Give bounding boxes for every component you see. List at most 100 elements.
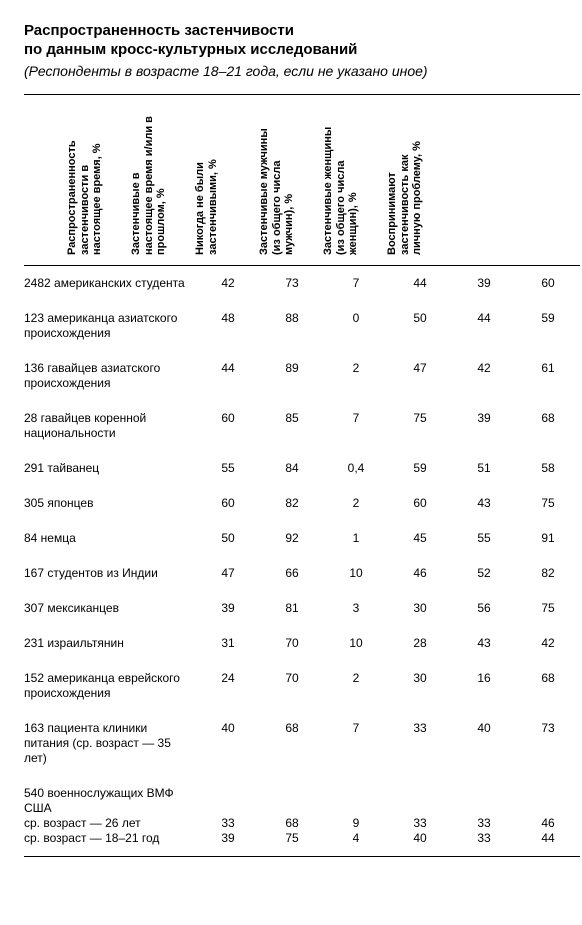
cell: 48 [196,301,260,351]
header-row: Распространенность застенчивости в насто… [24,94,580,265]
cell: 10 [324,626,388,661]
cell: 75 [260,831,324,857]
cell: 7 [324,401,388,451]
cell: 84 [260,451,324,486]
cell: 60 [388,486,452,521]
col-header-5: Воспринимают застенчивость как личную пр… [516,94,580,265]
row-label: 305 японцев [24,486,196,521]
table-row: 136 гавайцев азиатского происхождения 44… [24,351,580,401]
cell: 10 [324,556,388,591]
cell: 55 [452,521,516,556]
cell: 56 [452,591,516,626]
row-label: ср. возраст — 26 лет [24,816,196,831]
cell: 3 [324,591,388,626]
cell: 68 [260,711,324,776]
cell: 70 [260,626,324,661]
cell: 92 [260,521,324,556]
cell: 85 [260,401,324,451]
cell: 58 [516,451,580,486]
cell: 33 [388,711,452,776]
data-table: Распространенность застенчивости в насто… [24,94,580,857]
cell [260,776,324,816]
table-row: 231 израильтянин 31 70 10 28 43 42 [24,626,580,661]
cell: 42 [452,351,516,401]
cell: 75 [516,486,580,521]
table-row: 123 американца азиатского происхождения … [24,301,580,351]
cell: 43 [452,626,516,661]
cell: 40 [452,711,516,776]
row-label: 136 гавайцев азиатского происхождения [24,351,196,401]
row-label: 163 пациента клиники питания (ср. возрас… [24,711,196,776]
table-body: 2482 американских студента 42 73 7 44 39… [24,265,580,856]
cell: 0,4 [324,451,388,486]
cell: 1 [324,521,388,556]
row-label: ср. возраст — 18–21 год [24,831,196,857]
subtitle: (Респонденты в возрасте 18–21 года, если… [24,62,558,80]
cell: 61 [516,351,580,401]
cell: 68 [516,661,580,711]
cell: 52 [452,556,516,591]
cell: 46 [388,556,452,591]
row-label: 167 студентов из Индии [24,556,196,591]
cell: 81 [260,591,324,626]
table-row: 84 немца 50 92 1 45 55 91 [24,521,580,556]
cell: 66 [260,556,324,591]
table-row: 291 тайванец 55 84 0,4 59 51 58 [24,451,580,486]
cell: 46 [516,816,580,831]
cell: 7 [324,265,388,301]
cell: 2 [324,351,388,401]
cell: 89 [260,351,324,401]
cell: 50 [196,521,260,556]
page: Распространенность застенчивости по данн… [0,0,582,925]
cell: 2 [324,486,388,521]
cell: 24 [196,661,260,711]
cell: 82 [516,556,580,591]
cell: 40 [196,711,260,776]
cell: 44 [516,831,580,857]
cell: 30 [388,591,452,626]
cell [516,776,580,816]
cell: 42 [196,265,260,301]
cell: 33 [196,816,260,831]
cell: 68 [516,401,580,451]
cell: 68 [260,816,324,831]
row-label: 540 военнослужащих ВМФ США [24,776,196,816]
cell: 47 [196,556,260,591]
title-line-1: Распространенность застенчивости [24,22,558,41]
col-header-5-label: Воспринимают застенчивость как личную пр… [386,115,536,255]
cell: 47 [388,351,452,401]
table-row: 305 японцев 60 82 2 60 43 75 [24,486,580,521]
cell: 59 [516,301,580,351]
cell: 4 [324,831,388,857]
row-label: 152 американца еврейского происхождения [24,661,196,711]
cell: 9 [324,816,388,831]
cell [388,776,452,816]
cell: 60 [196,401,260,451]
cell: 28 [388,626,452,661]
cell: 75 [388,401,452,451]
cell: 40 [388,831,452,857]
cell: 39 [196,591,260,626]
cell: 16 [452,661,516,711]
cell: 33 [452,816,516,831]
cell: 44 [388,265,452,301]
cell [452,776,516,816]
table-row: ср. возраст — 18–21 год 39 75 4 40 33 44 [24,831,580,857]
cell: 44 [196,351,260,401]
row-label: 307 мексиканцев [24,591,196,626]
cell: 30 [388,661,452,711]
row-label: 291 тайванец [24,451,196,486]
cell: 59 [388,451,452,486]
table-row: 2482 американских студента 42 73 7 44 39… [24,265,580,301]
cell: 33 [452,831,516,857]
cell: 55 [196,451,260,486]
cell: 2 [324,661,388,711]
cell: 70 [260,661,324,711]
cell: 7 [324,711,388,776]
cell: 73 [516,711,580,776]
cell: 82 [260,486,324,521]
cell: 39 [452,265,516,301]
table-row-group-header: 540 военнослужащих ВМФ США [24,776,580,816]
cell: 60 [196,486,260,521]
row-label: 28 гавайцев коренной национальности [24,401,196,451]
